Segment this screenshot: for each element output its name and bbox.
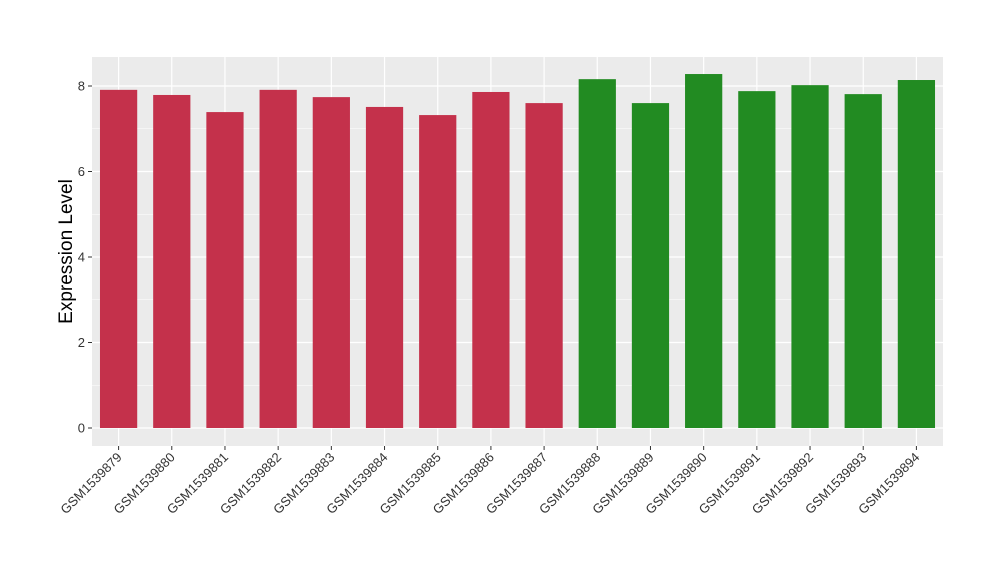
- bar-GSM1539881: [206, 112, 244, 428]
- bar-GSM1539885: [419, 115, 457, 428]
- bar-GSM1539892: [791, 85, 829, 429]
- y-axis-label: Expression Level: [56, 179, 77, 324]
- y-tick-label: 0: [78, 421, 85, 436]
- y-tick-label: 8: [78, 79, 85, 94]
- bar-GSM1539884: [365, 106, 404, 428]
- bar-GSM1539891: [738, 91, 776, 428]
- bar-GSM1539889: [631, 103, 670, 428]
- bar-GSM1539888: [578, 79, 616, 428]
- bar-GSM1539883: [312, 97, 350, 429]
- bar-GSM1539880: [153, 94, 191, 428]
- bar-GSM1539894: [897, 80, 936, 428]
- y-tick-label: 6: [78, 164, 85, 179]
- bar-GSM1539887: [525, 103, 563, 428]
- bar-GSM1539893: [844, 94, 882, 428]
- y-tick-label: 2: [78, 335, 85, 350]
- bar-GSM1539882: [259, 89, 297, 428]
- bar-GSM1539879: [99, 89, 138, 428]
- y-tick-label: 4: [78, 250, 85, 265]
- bar-GSM1539886: [472, 91, 510, 429]
- bar-GSM1539890: [685, 74, 723, 428]
